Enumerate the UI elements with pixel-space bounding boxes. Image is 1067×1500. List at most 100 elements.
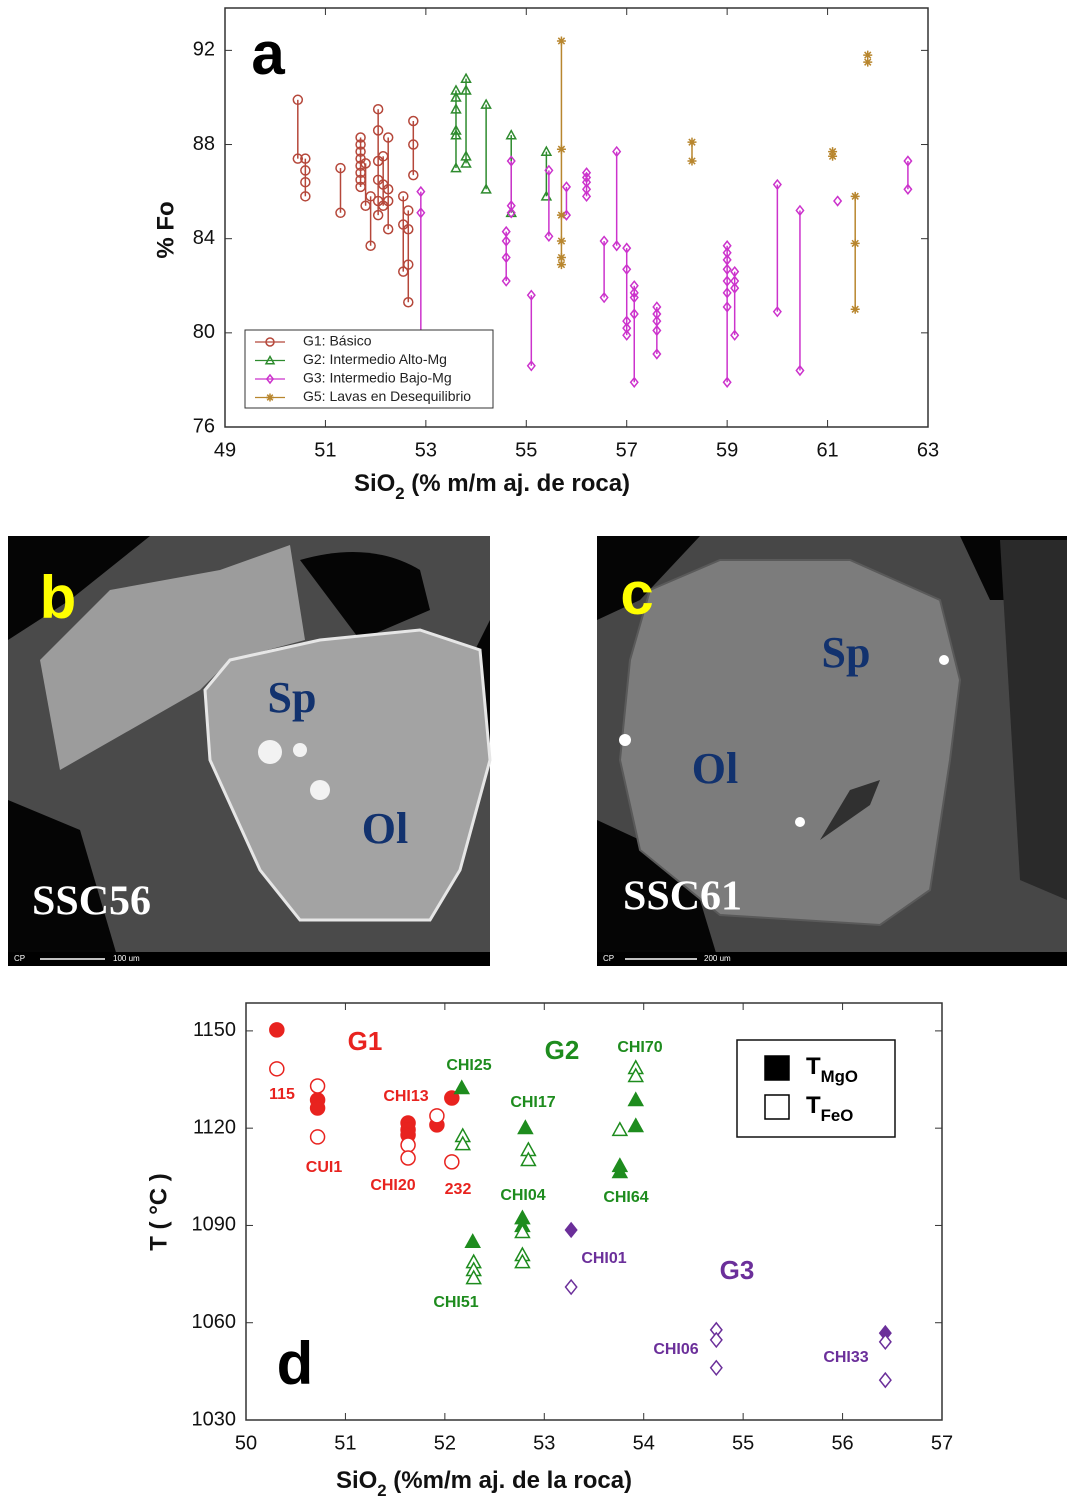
annotation: CHI70 <box>617 1039 662 1056</box>
marker <box>687 138 696 147</box>
y-tick-label: 88 <box>193 133 215 155</box>
x-tick-label: 53 <box>415 439 437 461</box>
x-axis-label-part: SiO <box>354 470 395 497</box>
mineral-label: Sp <box>268 673 317 722</box>
spinel <box>310 780 330 800</box>
spinel <box>258 740 282 764</box>
x-axis-label-part: 2 <box>395 484 404 503</box>
x-tick-label: 59 <box>716 439 738 461</box>
y-tick-label: 1090 <box>192 1214 237 1236</box>
legend-label-part: T <box>806 1092 821 1119</box>
x-tick-label: 51 <box>314 439 336 461</box>
annotation: CHI25 <box>446 1057 491 1074</box>
legend-symbol <box>765 1056 789 1080</box>
marker <box>311 1101 325 1115</box>
x-tick-label: 57 <box>616 439 638 461</box>
marker <box>266 394 274 402</box>
x-tick-label: 56 <box>831 1432 853 1454</box>
scale-text: 200 um <box>704 954 731 963</box>
y-tick-label: 1030 <box>192 1408 237 1430</box>
x-axis-label-part: 2 <box>377 1481 386 1500</box>
micrograph-c: c Sp Ol SSC61 CP 200 um <box>597 536 1067 966</box>
x-tick-label: 51 <box>334 1432 356 1454</box>
y-tick-label: 84 <box>193 227 215 249</box>
annotation: 115 <box>269 1086 295 1103</box>
marker <box>430 1109 444 1123</box>
y-tick-label: 92 <box>193 39 215 61</box>
panel-letter: d <box>277 1330 314 1397</box>
mineral-label: Sp <box>822 628 871 677</box>
spinel <box>939 655 949 665</box>
annotation: G2 <box>545 1035 580 1065</box>
x-tick-label: 55 <box>515 439 537 461</box>
annotation: CHI33 <box>823 1349 868 1366</box>
chart: 49 51 53 55 57 59 61 63 76 80 84 88 92 % Fo SiO2 (% m/… <box>152 8 939 503</box>
chart: 50 51 52 53 54 55 56 57 1030 1060 1090 1120 1150 T ( … <box>145 1003 953 1500</box>
scale-text: 100 um <box>113 954 140 963</box>
x-axis-label-part: (%m/m aj. de la roca) <box>387 1467 632 1494</box>
spinel <box>619 734 631 746</box>
x-tick-label: 53 <box>533 1432 555 1454</box>
x-tick-label: 54 <box>633 1432 655 1454</box>
sample-label: SSC61 <box>623 874 742 920</box>
marker <box>445 1155 459 1169</box>
mineral-label: Ol <box>692 744 738 793</box>
panel-letter: a <box>251 20 285 87</box>
legend-label: G5: Lavas en Desequilibrio <box>303 388 471 404</box>
y-tick-label: 1150 <box>193 1019 236 1041</box>
marker <box>270 1023 284 1037</box>
marker <box>687 157 696 166</box>
x-axis-label: SiO2 (%m/m aj. de la roca) <box>336 1467 632 1500</box>
y-axis-label: % Fo <box>152 201 179 258</box>
annotation: CHI64 <box>603 1189 648 1206</box>
annotation: CHI01 <box>581 1250 626 1267</box>
annotation: G3 <box>720 1255 755 1285</box>
x-axis-label-part: (% m/m aj. de roca) <box>405 470 630 497</box>
annotation: CHI51 <box>433 1294 478 1311</box>
x-tick-label: 55 <box>732 1432 754 1454</box>
annotation: CHI06 <box>653 1341 698 1358</box>
y-axis-label: T ( °C ) <box>145 1173 172 1251</box>
annotation: CUI1 <box>306 1159 343 1176</box>
legend-label: G3: Intermedio Bajo-Mg <box>303 370 452 386</box>
scale-prefix: CP <box>14 954 25 963</box>
x-axis-label: SiO2 (% m/m aj. de roca) <box>354 470 630 503</box>
marker <box>270 1062 284 1076</box>
y-tick-label: 1120 <box>193 1116 236 1138</box>
marker <box>401 1151 415 1165</box>
x-axis-label-part: SiO <box>336 1467 377 1494</box>
x-tick-label: 49 <box>214 439 236 461</box>
legend-label: G2: Intermedio Alto-Mg <box>303 351 447 367</box>
marker <box>863 58 872 67</box>
x-tick-label: 52 <box>434 1432 456 1454</box>
annotation: CHI20 <box>370 1177 415 1194</box>
marker <box>401 1138 415 1152</box>
y-tick-label: 1060 <box>192 1311 237 1333</box>
legend-label-part: FeO <box>821 1106 854 1125</box>
annotation: 232 <box>445 1181 472 1198</box>
sample-label: SSC56 <box>32 879 151 925</box>
x-tick-label: 57 <box>931 1432 953 1454</box>
legend-symbol <box>765 1095 789 1119</box>
y-tick-label: 76 <box>193 415 215 437</box>
micrograph-b: b Sp Ol SSC56 CP 100 um <box>8 536 490 966</box>
panel-letter: b <box>40 564 77 631</box>
panel-letter: c <box>620 560 653 627</box>
annotation: G1 <box>348 1026 383 1056</box>
figure: b Sp Ol SSC56 CP 100 um c Sp Ol SSC61 CP… <box>0 0 1067 1500</box>
marker <box>311 1130 325 1144</box>
mineral-label: Ol <box>362 804 408 853</box>
legend-label-part: T <box>806 1053 821 1080</box>
annotation: CHI17 <box>510 1094 555 1111</box>
x-tick-label: 50 <box>235 1432 257 1454</box>
legend-label-part: MgO <box>821 1067 858 1086</box>
y-tick-label: 80 <box>193 321 215 343</box>
marker <box>311 1079 325 1093</box>
x-tick-label: 61 <box>816 439 838 461</box>
legend-label: G1: Básico <box>303 333 372 349</box>
scale-prefix: CP <box>603 954 614 963</box>
spinel <box>795 817 805 827</box>
x-tick-label: 63 <box>917 439 939 461</box>
annotation: CHI04 <box>500 1187 545 1204</box>
spinel <box>293 743 307 757</box>
